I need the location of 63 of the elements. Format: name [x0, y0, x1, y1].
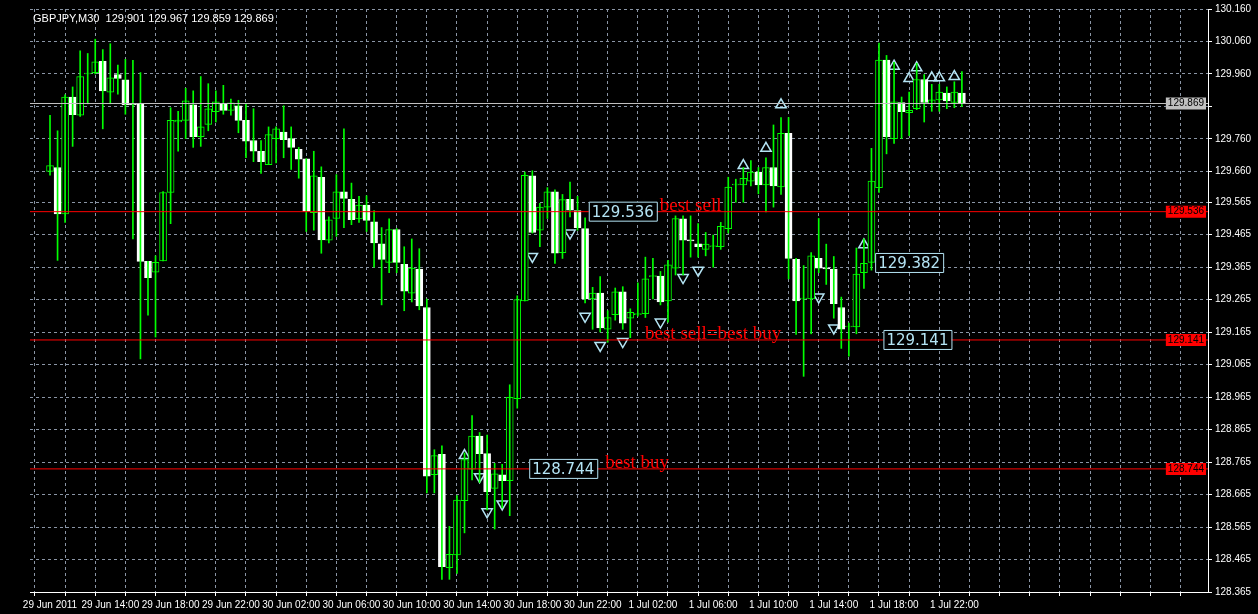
point [616, 337, 629, 349]
annotation: 129.382 [878, 253, 941, 272]
point [481, 508, 494, 519]
ref-line-label: 128.744 [1167, 462, 1205, 474]
y-tick-label: 128.465 [1215, 553, 1252, 565]
x-tick-label: 1 Jul 18:00 [869, 598, 919, 610]
point [775, 98, 787, 109]
y-tick-label: 129.660 [1215, 165, 1252, 177]
y-tick-label: 128.865 [1215, 423, 1252, 435]
y-tick-label: 129.065 [1215, 358, 1252, 370]
x-tick-label: 29 Jun 2011 [22, 598, 78, 610]
x-tick-label: 1 Jul 14:00 [809, 598, 859, 610]
point [933, 71, 946, 82]
point [760, 141, 772, 153]
y-tick-label: 128.965 [1215, 390, 1252, 402]
x-tick-label: 30 Jun 10:00 [382, 598, 442, 610]
point [903, 71, 916, 83]
x-tick-label: 30 Jun 02:00 [262, 598, 321, 610]
y-tick-label: 129.365 [1215, 260, 1252, 272]
y-tick-label: 129.265 [1215, 293, 1252, 305]
x-tick-label: 1 Jul 22:00 [929, 598, 980, 610]
point [925, 71, 938, 82]
point [677, 273, 689, 285]
candlestick [822, 243, 831, 285]
y-tick-label: 129.960 [1215, 67, 1252, 79]
chart-title: GBPJPY,M30 129.901 129.967 129.859 129.869 [33, 11, 274, 24]
ref-line-label: 129.536 [1167, 205, 1205, 217]
x-tick-label: 30 Jun 14:00 [443, 598, 502, 610]
x-tick-label: 1 Jul 10:00 [749, 598, 799, 610]
ref-line-label: 129.141 [1167, 333, 1205, 345]
x-tick-label: 29 Jun 22:00 [201, 598, 261, 610]
annotation: best sell [659, 193, 722, 215]
point [496, 500, 509, 511]
x-tick-label: 30 Jun 06:00 [322, 598, 381, 610]
point [910, 61, 923, 72]
ref-line-label: 129.869 [1167, 97, 1205, 109]
point [692, 266, 705, 277]
annotation: best sell=best buy [645, 321, 782, 343]
y-tick-label: 128.765 [1215, 455, 1252, 467]
y-tick-label: 129.165 [1215, 325, 1252, 337]
x-tick-label: 1 Jul 02:00 [628, 598, 678, 610]
y-tick-label: 128.365 [1215, 585, 1252, 597]
y-tick-label: 129.465 [1215, 228, 1252, 240]
y-tick-label: 130.060 [1215, 35, 1252, 47]
point [737, 158, 750, 170]
y-tick-label: 129.565 [1215, 196, 1252, 207]
x-tick-label: 30 Jun 18:00 [503, 598, 562, 610]
x-tick-label: 29 Jun 14:00 [81, 598, 140, 610]
annotation: 128.744 [532, 459, 595, 478]
annotation: best buy [605, 450, 670, 472]
point [594, 341, 607, 353]
x-tick-label: 29 Jun 18:00 [141, 598, 200, 610]
point [948, 69, 961, 81]
annotation: 129.536 [591, 202, 654, 221]
y-tick-label: 128.665 [1215, 488, 1252, 500]
annotation: 129.141 [886, 330, 949, 349]
x-tick-label: 30 Jun 22:00 [563, 598, 622, 610]
y-tick-label: 130.160 [1215, 2, 1252, 14]
point [579, 312, 592, 323]
y-tick-label: 128.565 [1215, 520, 1252, 532]
y-tick-label: 129.760 [1215, 132, 1252, 144]
x-tick-label: 1 Jul 06:00 [688, 598, 739, 610]
candlestick [83, 53, 92, 105]
